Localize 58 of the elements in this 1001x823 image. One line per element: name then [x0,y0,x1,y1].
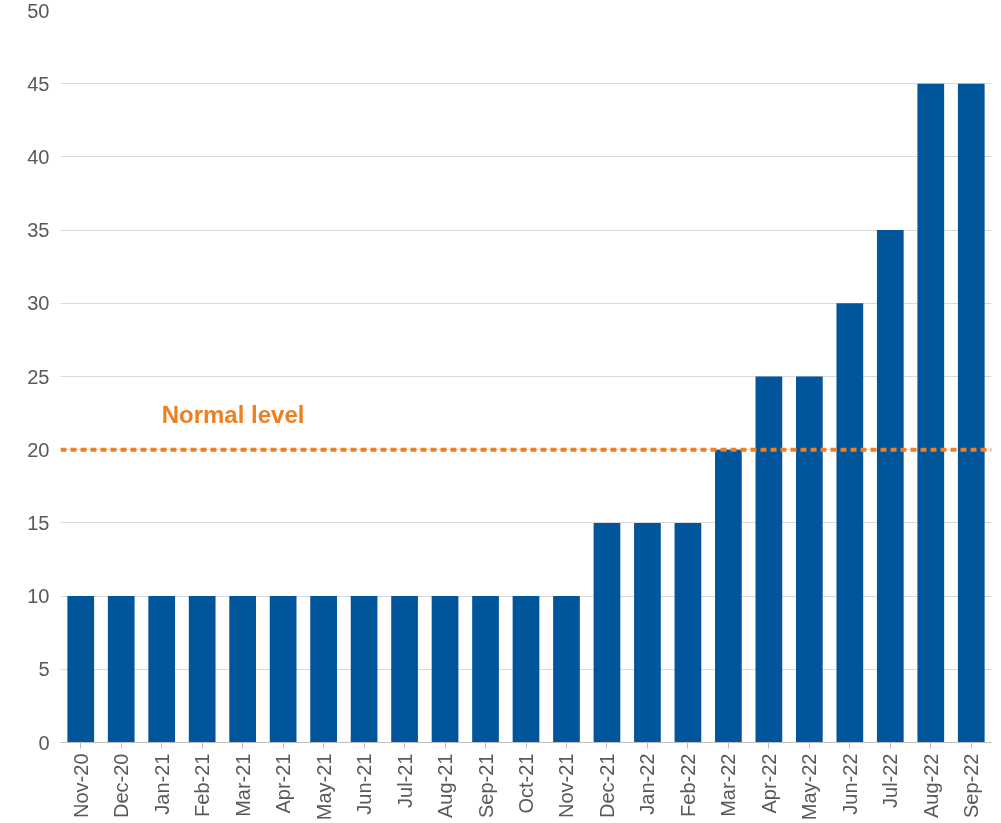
x-tick-label: Sep-21 [474,753,497,818]
x-tick-label: Mar-21 [231,753,254,817]
y-tick-label: 45 [27,72,50,95]
x-tick-label: Nov-21 [555,753,578,818]
bar [593,522,621,743]
y-tick-label: 15 [27,511,50,534]
bar [917,83,945,743]
x-tick-label: Aug-22 [919,753,942,818]
bar [310,596,337,743]
bar [795,376,823,743]
x-tick-label: Jan-22 [636,753,659,815]
bar [634,522,661,743]
y-tick-label: 50 [27,0,50,22]
y-tick-label: 40 [27,145,50,168]
x-tick-label: Oct-21 [515,753,537,814]
x-tick-label: Mar-22 [717,753,740,817]
bar [472,596,499,743]
y-tick-label: 10 [27,585,50,608]
x-tick-label: May-22 [798,753,821,821]
bar [836,303,864,743]
x-tick-label: Jun-21 [353,753,376,815]
x-tick-label: Nov-20 [69,753,92,818]
y-tick-label: 0 [38,731,50,754]
x-tick-label: Apr-22 [757,753,780,814]
bar [957,83,985,743]
y-tick-label: 5 [38,658,50,681]
bar [67,596,95,743]
x-tick-label: Jul-22 [879,753,902,808]
ref-line-label: Normal level [161,400,305,428]
x-tick-label: May-21 [312,753,335,821]
bar [674,522,702,743]
x-tick-label: Dec-20 [110,753,133,818]
x-tick-label: Aug-21 [434,753,457,818]
bar [755,376,783,743]
bar [269,596,297,743]
x-tick-label: Jun-22 [838,753,861,815]
bar [876,230,904,743]
x-tick-label: Feb-22 [676,753,699,817]
bar [350,596,378,743]
bar [148,596,176,743]
bar [229,596,257,743]
y-tick-label: 20 [27,438,50,461]
bar [431,596,459,743]
x-tick-label: Jul-21 [393,753,416,808]
bar [715,449,742,743]
x-tick-label: Jan-21 [150,753,173,815]
bar [188,596,216,743]
x-tick-label: Sep-22 [960,753,983,818]
y-tick-label: 30 [27,292,50,315]
bar [553,596,580,743]
x-tick-label: Apr-21 [272,753,295,814]
bar [512,596,540,743]
bar [391,596,418,743]
bar [107,596,135,743]
y-tick-label: 35 [27,219,50,242]
x-tick-label: Feb-21 [191,753,214,817]
x-tick-label: Dec-21 [595,753,618,818]
y-tick-label: 25 [27,365,50,388]
